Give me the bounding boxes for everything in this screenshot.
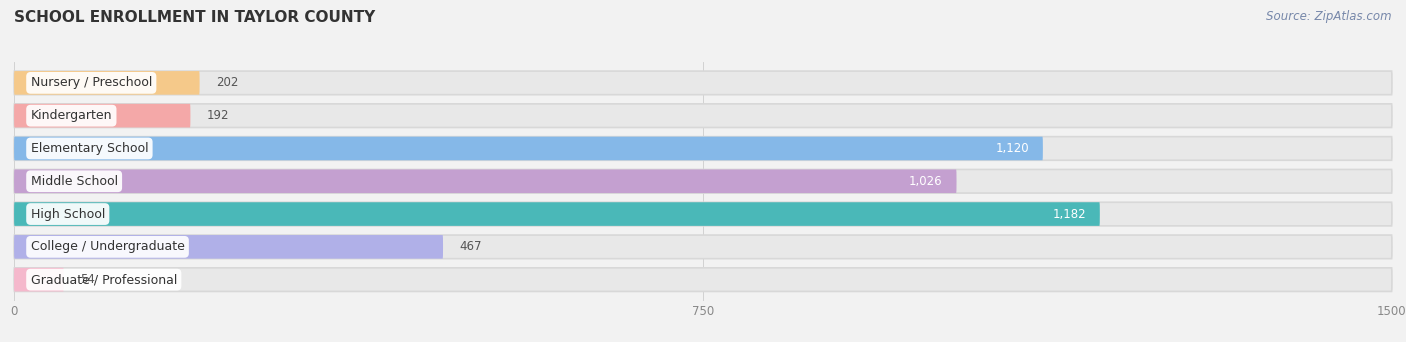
FancyBboxPatch shape	[14, 169, 956, 193]
Text: Source: ZipAtlas.com: Source: ZipAtlas.com	[1267, 10, 1392, 23]
Text: SCHOOL ENROLLMENT IN TAYLOR COUNTY: SCHOOL ENROLLMENT IN TAYLOR COUNTY	[14, 10, 375, 25]
Text: Kindergarten: Kindergarten	[31, 109, 112, 122]
FancyBboxPatch shape	[14, 235, 443, 259]
Text: College / Undergraduate: College / Undergraduate	[31, 240, 184, 253]
Text: 1,026: 1,026	[910, 175, 943, 188]
FancyBboxPatch shape	[14, 137, 1043, 160]
FancyBboxPatch shape	[14, 202, 1099, 226]
FancyBboxPatch shape	[14, 169, 1392, 193]
Text: 54: 54	[80, 273, 96, 286]
Text: 467: 467	[460, 240, 482, 253]
Text: Middle School: Middle School	[31, 175, 118, 188]
FancyBboxPatch shape	[14, 104, 1392, 128]
FancyBboxPatch shape	[14, 104, 190, 128]
Text: 1,182: 1,182	[1053, 208, 1085, 221]
Text: Elementary School: Elementary School	[31, 142, 148, 155]
Text: Graduate / Professional: Graduate / Professional	[31, 273, 177, 286]
FancyBboxPatch shape	[14, 71, 1392, 95]
Text: 192: 192	[207, 109, 229, 122]
FancyBboxPatch shape	[14, 202, 1392, 226]
FancyBboxPatch shape	[14, 71, 200, 95]
FancyBboxPatch shape	[14, 268, 63, 291]
FancyBboxPatch shape	[14, 235, 1392, 259]
Text: 1,120: 1,120	[995, 142, 1029, 155]
FancyBboxPatch shape	[14, 137, 1392, 160]
FancyBboxPatch shape	[14, 268, 1392, 291]
Text: Nursery / Preschool: Nursery / Preschool	[31, 76, 152, 89]
Text: High School: High School	[31, 208, 105, 221]
Text: 202: 202	[217, 76, 239, 89]
